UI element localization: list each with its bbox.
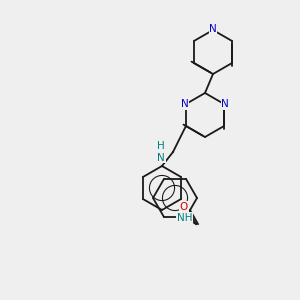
Text: N: N [209, 24, 217, 34]
Text: O: O [180, 202, 188, 212]
Text: H
N: H N [157, 141, 165, 163]
Text: N: N [221, 99, 229, 109]
Text: NH: NH [177, 213, 193, 223]
Text: N: N [181, 99, 189, 109]
